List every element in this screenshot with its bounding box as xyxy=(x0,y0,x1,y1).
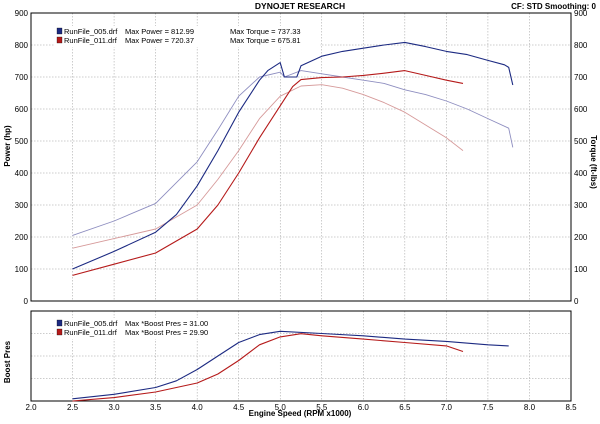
legend-box xyxy=(55,26,320,47)
run2-boost-line xyxy=(72,333,464,402)
power-tick-label: 800 xyxy=(15,41,29,50)
power-tick-label: 700 xyxy=(15,73,29,82)
torque-tick-label: 300 xyxy=(574,201,588,210)
boost-axis-label: Boost Pres xyxy=(3,340,12,383)
torque-tick-label: 100 xyxy=(574,265,588,274)
x-tick-label: 7.0 xyxy=(441,403,453,412)
torque-tick-label: 200 xyxy=(574,233,588,242)
x-tick-label: 5.5 xyxy=(316,403,328,412)
run1-torque-line xyxy=(72,70,514,236)
torque-tick-label: 600 xyxy=(574,105,588,114)
torque-tick-label: 0 xyxy=(574,297,579,306)
power-tick-label: 400 xyxy=(15,169,29,178)
torque-tick-label: 900 xyxy=(574,9,588,18)
power-axis-label: Power (hp) xyxy=(3,125,12,167)
x-tick-label: 5.0 xyxy=(275,403,287,412)
status-readout: CF: STD Smoothing: 0 xyxy=(511,2,596,11)
x-tick-label: 4.0 xyxy=(192,403,204,412)
x-tick-label: 7.5 xyxy=(482,403,494,412)
power-tick-label: 200 xyxy=(15,233,29,242)
x-tick-label: 2.5 xyxy=(67,403,79,412)
legend-box xyxy=(55,318,235,339)
power-tick-label: 500 xyxy=(15,137,29,146)
x-tick-label: 3.0 xyxy=(109,403,121,412)
legend-run-name: RunFile_011.drf xyxy=(64,36,118,45)
x-tick-label: 4.5 xyxy=(233,403,245,412)
run2-torque-line xyxy=(72,84,464,249)
legend-max-boost: Max *Boost Pres = 31.00 xyxy=(125,319,208,328)
x-tick-label: 3.5 xyxy=(150,403,162,412)
legend-swatch xyxy=(56,27,63,35)
x-tick-label: 6.0 xyxy=(358,403,370,412)
legend-swatch xyxy=(56,36,63,44)
chart-title: DYNOJET RESEARCH xyxy=(255,1,345,11)
legend-run-name: RunFile_005.drf xyxy=(64,27,118,36)
torque-tick-label: 500 xyxy=(574,137,588,146)
power-tick-label: 0 xyxy=(24,297,29,306)
legend-max-power: Max Power = 720.37 xyxy=(125,36,194,45)
torque-tick-label: 800 xyxy=(574,41,588,50)
power-torque-panel: 0 0 100 100 200 200 300 300 400 400 500 500 600 600 70… xyxy=(15,9,588,306)
boost-frame xyxy=(30,310,572,402)
legend-swatch xyxy=(56,328,63,336)
power-tick-label: 900 xyxy=(15,9,29,18)
legend-run-name: RunFile_005.drf xyxy=(64,319,118,328)
x-tick-label: 2.0 xyxy=(25,403,37,412)
x-tick-label: 8.0 xyxy=(524,403,536,412)
x-axis-label: Engine Speed (RPM x1000) xyxy=(249,409,352,418)
legend-max-torque: Max Torque = 737.33 xyxy=(230,27,301,36)
x-tick-label: 8.5 xyxy=(565,403,577,412)
power-tick-label: 300 xyxy=(15,201,29,210)
legend-run-name: RunFile_011.drf xyxy=(64,328,118,337)
torque-tick-label: 700 xyxy=(574,73,588,82)
power-frame xyxy=(30,12,572,302)
legend-max-torque: Max Torque = 675.81 xyxy=(230,36,301,45)
run1-power-line xyxy=(72,41,514,270)
power-tick-label: 600 xyxy=(15,105,29,114)
x-tick-label: 6.5 xyxy=(399,403,411,412)
power-tick-label: 100 xyxy=(15,265,29,274)
legend-swatch xyxy=(56,319,63,327)
run1-boost-line xyxy=(72,330,509,400)
legend-max-power: Max Power = 812.99 xyxy=(125,27,194,36)
torque-tick-label: 400 xyxy=(574,169,588,178)
legend-max-boost: Max *Boost Pres = 29.90 xyxy=(125,328,208,337)
torque-axis-label: Torque (ft-lbs) xyxy=(589,135,598,189)
run2-power-line xyxy=(72,70,464,276)
boost-panel: 2.0 2.5 3.0 3.5 4.0 4.5 5.0 5.5 6.0 6.5 7.0 7.5 8.0 8… xyxy=(25,310,577,412)
